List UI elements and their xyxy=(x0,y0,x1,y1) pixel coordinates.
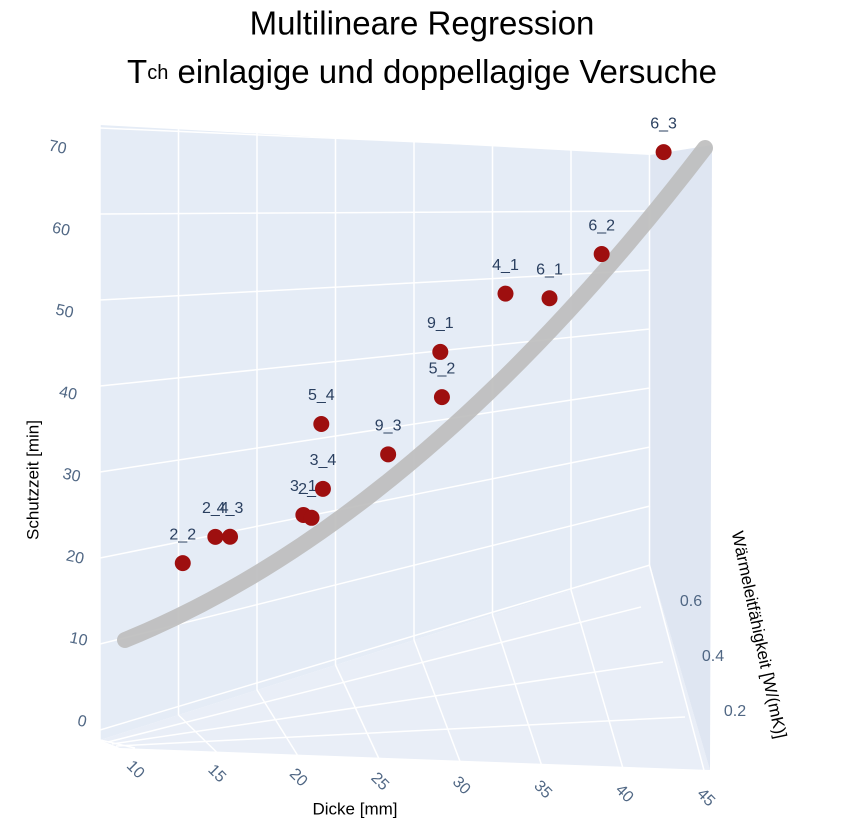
point xyxy=(207,528,224,545)
grid-line xyxy=(413,639,462,765)
point-label: 3_1 xyxy=(290,478,317,495)
side-wall xyxy=(650,145,712,770)
grid-line xyxy=(570,589,625,773)
point-label: 5_2 xyxy=(429,360,456,377)
z-tick-label: 30 xyxy=(61,466,82,486)
point xyxy=(433,389,450,406)
point xyxy=(313,415,330,432)
x-tick-label: 40 xyxy=(612,781,637,806)
x-tick-label: 20 xyxy=(286,765,311,790)
z-tick-label: 0 xyxy=(76,712,88,731)
point-label: 4_3 xyxy=(217,500,244,517)
x-tick-label: 10 xyxy=(123,757,148,782)
point-label: 4_1 xyxy=(492,257,519,274)
point-label: 2_4 xyxy=(202,500,229,517)
grid-line xyxy=(256,689,299,757)
grid-line xyxy=(648,564,707,777)
point xyxy=(380,446,397,463)
point xyxy=(655,144,672,161)
z-tick-label: 60 xyxy=(51,220,72,240)
grid-line xyxy=(99,127,651,153)
grid-line xyxy=(99,564,651,731)
grid-line xyxy=(99,210,651,215)
z-tick-label: 10 xyxy=(68,630,89,650)
z-axis-title: Schutzzeit [min] xyxy=(23,420,42,540)
point-label: 9_1 xyxy=(427,315,454,332)
z-tick-label: 20 xyxy=(65,548,86,568)
subtitle-rest: einlagige und doppellagige Versuche xyxy=(178,53,717,90)
grid-line xyxy=(334,664,381,761)
point xyxy=(314,480,331,497)
grid-line xyxy=(107,606,642,743)
z-tick-label: 50 xyxy=(54,302,75,322)
grid-line xyxy=(491,614,544,769)
grid-line xyxy=(177,714,218,753)
point xyxy=(222,528,239,545)
point xyxy=(303,509,320,526)
grid-line xyxy=(99,387,651,473)
grids xyxy=(99,125,707,777)
grid-line xyxy=(99,446,651,559)
x-tick-label: 35 xyxy=(530,777,555,802)
z-tick-label: 40 xyxy=(58,384,79,404)
subtitle-prefix: T xyxy=(127,53,147,90)
point-label: 6_1 xyxy=(536,261,563,278)
grid-line xyxy=(99,505,651,645)
grid-line xyxy=(99,739,136,749)
x-tick-label: 30 xyxy=(449,773,474,798)
x-tick-label: 15 xyxy=(204,761,229,786)
y-tick-label: 0.6 xyxy=(680,593,702,610)
y-tick-label: 0.4 xyxy=(702,648,724,665)
x-tick-label: 25 xyxy=(367,769,392,794)
y-tick-label: 0.2 xyxy=(724,703,746,720)
subtitle-sub: ch xyxy=(147,62,168,84)
grid-line xyxy=(99,328,651,387)
regression-surface xyxy=(117,140,713,648)
grid-line xyxy=(111,661,664,745)
point-label: 5_4 xyxy=(308,387,335,404)
point-label: 6_2 xyxy=(588,217,615,234)
chart-title: Multilineare Regression xyxy=(250,5,595,42)
point xyxy=(497,285,514,302)
z-tick-label: 70 xyxy=(47,138,68,158)
point-label: 6_3 xyxy=(650,115,677,132)
point-label: 2_2 xyxy=(169,526,196,543)
grid-line xyxy=(115,716,686,747)
point-label: 9_3 xyxy=(375,418,402,435)
x-tick-label: 45 xyxy=(693,785,718,810)
point xyxy=(432,343,449,360)
point-label: 3_4 xyxy=(310,452,337,469)
grid-line xyxy=(99,269,651,301)
x-axis-title: Dicke [mm] xyxy=(313,799,398,818)
point xyxy=(174,555,191,572)
point xyxy=(541,290,558,307)
point xyxy=(593,246,610,263)
chart-subtitle: Tch einlagige und doppellagige Versuche xyxy=(127,53,717,90)
